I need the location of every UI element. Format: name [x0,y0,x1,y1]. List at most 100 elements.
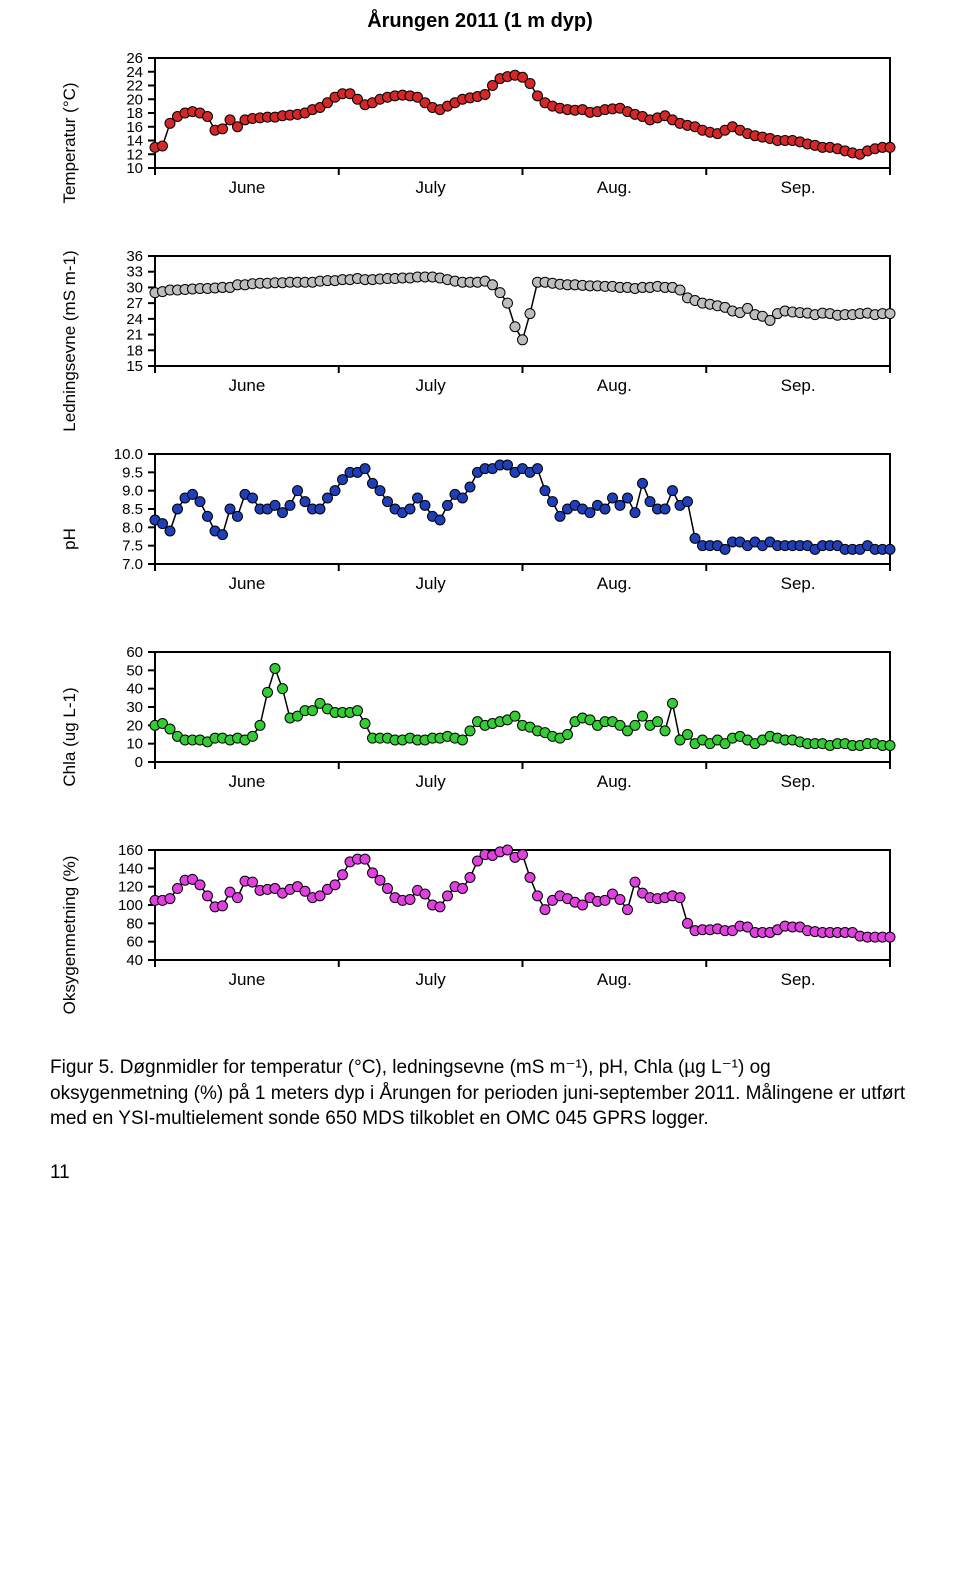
data-point [488,280,498,290]
data-point [300,497,310,507]
y-tick-label: 9.5 [122,464,143,481]
data-point [608,493,618,503]
data-point [458,735,468,745]
data-point [233,893,243,903]
data-point [443,500,453,510]
chart-svg-chla: 0102030405060JuneJulyAug.Sep. [90,642,900,832]
data-point [338,870,348,880]
data-point [165,526,175,536]
x-tick-label: Aug. [597,772,632,791]
data-point [458,884,468,894]
data-point [383,497,393,507]
chart-panel-oxy: Oksygenmetning (%)406080100120140160June… [50,840,910,1030]
data-point [330,486,340,496]
data-point [285,500,295,510]
data-point [165,894,175,904]
data-point [495,288,505,298]
y-axis-label-oxy: Oksygenmetning (%) [60,915,80,955]
y-tick-label: 80 [126,915,143,932]
data-point [525,873,535,883]
data-point [218,530,228,540]
data-point [195,497,205,507]
data-point [638,711,648,721]
data-point [668,486,678,496]
y-axis-label-chla: Chla (ug L-1) [60,717,80,757]
y-tick-label: 120 [118,879,143,896]
data-point [308,706,318,716]
y-tick-label: 40 [126,681,143,698]
data-point [600,504,610,514]
data-point [458,493,468,503]
data-point [375,486,385,496]
data-point [645,497,655,507]
x-tick-label: Aug. [597,376,632,395]
data-point [173,884,183,894]
data-point [315,504,325,514]
data-point [555,511,565,521]
y-tick-label: 36 [126,248,143,265]
y-tick-label: 15 [126,358,143,375]
data-point [683,497,693,507]
data-point [638,478,648,488]
data-point [630,720,640,730]
x-tick-label: July [416,178,447,197]
chart-title: Årungen 2011 (1 m dyp) [50,10,910,33]
y-tick-label: 60 [126,644,143,661]
y-tick-label: 27 [126,295,143,312]
y-tick-label: 30 [126,279,143,296]
data-point [630,508,640,518]
data-point [233,511,243,521]
data-point [720,544,730,554]
x-tick-label: June [228,772,265,791]
data-point [173,504,183,514]
data-point [675,285,685,295]
data-point [885,741,895,751]
x-tick-label: Aug. [597,574,632,593]
data-point [323,493,333,503]
data-point [533,891,543,901]
y-tick-label: 26 [126,50,143,67]
data-point [465,873,475,883]
data-point [338,475,348,485]
data-point [165,724,175,734]
y-tick-label: 9.0 [122,483,143,500]
data-point [383,884,393,894]
y-axis-label-ph: pH [60,519,80,559]
x-tick-label: July [416,772,447,791]
data-point [480,89,490,99]
y-tick-label: 60 [126,934,143,951]
data-point [158,519,168,529]
data-point [623,493,633,503]
data-point [203,511,213,521]
y-tick-label: 8.5 [122,501,143,518]
data-point [525,309,535,319]
data-point [353,706,363,716]
data-point [360,464,370,474]
data-point [248,493,258,503]
data-point [225,504,235,514]
data-point [885,932,895,942]
x-tick-label: June [228,376,265,395]
caption-text: Døgnmidler for temperatur (°C), lednings… [50,1057,905,1129]
data-point [330,880,340,890]
chart-svg-oxy: 406080100120140160JuneJulyAug.Sep. [90,840,900,1030]
y-tick-label: 160 [118,842,143,859]
data-point [368,868,378,878]
data-point [885,142,895,152]
data-point [518,335,528,345]
data-point [683,730,693,740]
x-tick-label: Sep. [781,772,816,791]
charts-stack: Temperatur (°C)101214161820222426JuneJul… [50,48,910,1030]
data-point [503,845,513,855]
x-tick-label: July [416,376,447,395]
data-point [465,726,475,736]
data-point [668,698,678,708]
chart-svg-cond: 1518212427303336JuneJulyAug.Sep. [90,246,900,436]
data-point [563,730,573,740]
data-point [203,891,213,901]
data-point [248,731,258,741]
x-tick-label: Aug. [597,970,632,989]
data-point [293,486,303,496]
data-point [255,720,265,730]
data-point [660,726,670,736]
